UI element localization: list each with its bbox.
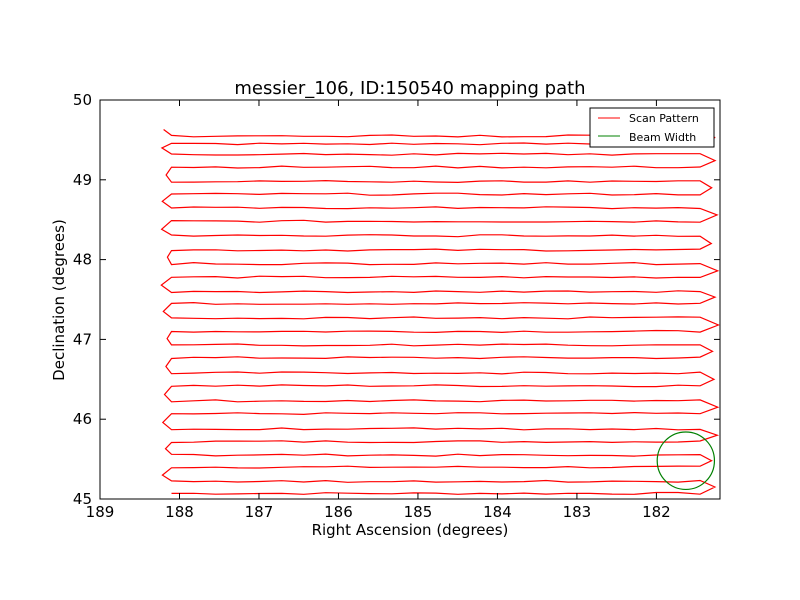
x-tick-label: 182 bbox=[642, 503, 671, 521]
scan-pattern-line bbox=[160, 129, 720, 495]
y-tick-label: 49 bbox=[73, 171, 92, 189]
y-tick-label: 47 bbox=[73, 330, 92, 348]
x-axis-label: Right Ascension (degrees) bbox=[312, 521, 509, 539]
beam-width-circle bbox=[656, 431, 716, 491]
legend: Scan Pattern Beam Width bbox=[589, 107, 715, 148]
y-tick-label: 46 bbox=[73, 410, 92, 428]
y-tick-label: 48 bbox=[73, 251, 92, 269]
y-axis: 45 46 47 48 49 50 bbox=[73, 91, 720, 508]
y-tick-label: 45 bbox=[73, 490, 92, 508]
x-axis: 189 188 187 186 185 184 183 182 bbox=[86, 100, 671, 521]
legend-label-scan-pattern: Scan Pattern bbox=[629, 112, 699, 125]
x-tick-label: 185 bbox=[404, 503, 433, 521]
x-tick-label: 189 bbox=[86, 503, 115, 521]
x-tick-label: 183 bbox=[563, 503, 592, 521]
x-tick-label: 187 bbox=[245, 503, 274, 521]
x-tick-label: 188 bbox=[165, 503, 194, 521]
y-axis-label: Declination (degrees) bbox=[50, 219, 68, 381]
chart-title: messier_106, ID:150540 mapping path bbox=[234, 78, 585, 99]
beam-width-series bbox=[656, 431, 716, 491]
x-tick-label: 184 bbox=[483, 503, 512, 521]
scan-pattern-series bbox=[160, 129, 720, 495]
y-tick-label: 50 bbox=[73, 91, 92, 109]
x-tick-label: 186 bbox=[324, 503, 353, 521]
legend-label-beam-width: Beam Width bbox=[629, 131, 696, 144]
plot-area bbox=[99, 99, 721, 500]
